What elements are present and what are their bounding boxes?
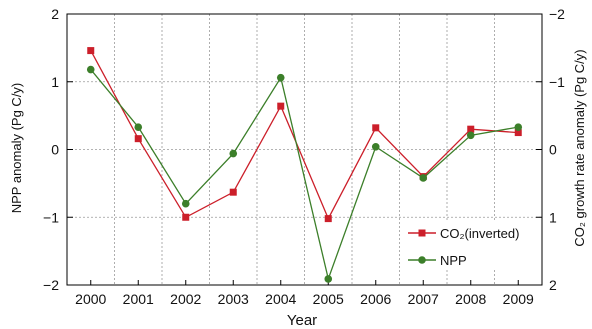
x-axis-label: Year [287, 312, 317, 329]
x-tick-label: 2003 [218, 291, 249, 307]
data-point-npp [371, 142, 380, 151]
data-point-npp [324, 275, 333, 283]
legend-marker-co2 [418, 229, 426, 237]
legend: CO₂(inverted) NPP [403, 222, 533, 268]
data-point-co2 [514, 129, 522, 137]
axis-ticks: 2 −2 1 −1 0 0 −1 1 −2 2 2000 2001 2002 2003 2004 2005 20… [43, 6, 565, 307]
y-tick-label-left: 2 [51, 6, 59, 22]
series-line-npp [90, 69, 519, 282]
y-tick-label-right: 0 [549, 142, 557, 158]
y-tick-label-left: 1 [51, 74, 59, 90]
y-tick-label-right: −1 [549, 74, 565, 90]
y-axis-label-left: NPP anomaly (Pg C/y) [9, 83, 24, 214]
x-tick-label: 2000 [75, 291, 106, 307]
x-tick-label: 2007 [408, 291, 439, 307]
data-point-co2 [324, 215, 332, 223]
data-point-npp [181, 199, 190, 208]
data-point-co2 [87, 47, 95, 55]
data-point-co2 [277, 102, 285, 110]
data-point-co2 [182, 213, 190, 221]
x-tick-label: 2006 [360, 291, 391, 307]
x-tick-label: 2002 [170, 291, 201, 307]
y-tick-label-left: 0 [51, 142, 59, 158]
x-tick-label: 2005 [313, 291, 344, 307]
y-tick-label-left: −2 [43, 277, 59, 293]
series-line-co2 [90, 50, 519, 221]
data-point-co2 [229, 188, 237, 196]
data-point-co2 [467, 125, 475, 133]
data-point-npp [86, 65, 95, 74]
data-point-npp [276, 73, 285, 82]
y-tick-label-right: 2 [549, 277, 557, 293]
data-point-npp [134, 123, 143, 131]
data-point-co2 [372, 124, 380, 132]
data-point-co2 [134, 135, 142, 143]
x-tick-label: 2004 [265, 291, 296, 307]
y-tick-label-right: 1 [549, 209, 557, 225]
y-tick-label-left: −1 [43, 209, 59, 225]
x-tick-label: 2008 [455, 291, 486, 307]
data-point-npp [466, 131, 475, 140]
x-tick-label: 2009 [503, 291, 534, 307]
legend-label-co2: CO₂(inverted) [440, 226, 519, 241]
data-point-npp [514, 123, 523, 131]
y-axis-label-right: CO₂ growth rate anomaly (Pg C/y) [572, 49, 587, 246]
data-point-npp [419, 174, 428, 182]
y-tick-label-right: −2 [549, 6, 565, 22]
series-layer [86, 47, 523, 283]
legend-label-npp: NPP [440, 253, 467, 268]
legend-marker-npp [418, 256, 426, 264]
x-tick-label: 2001 [123, 291, 154, 307]
data-point-npp [229, 149, 238, 158]
